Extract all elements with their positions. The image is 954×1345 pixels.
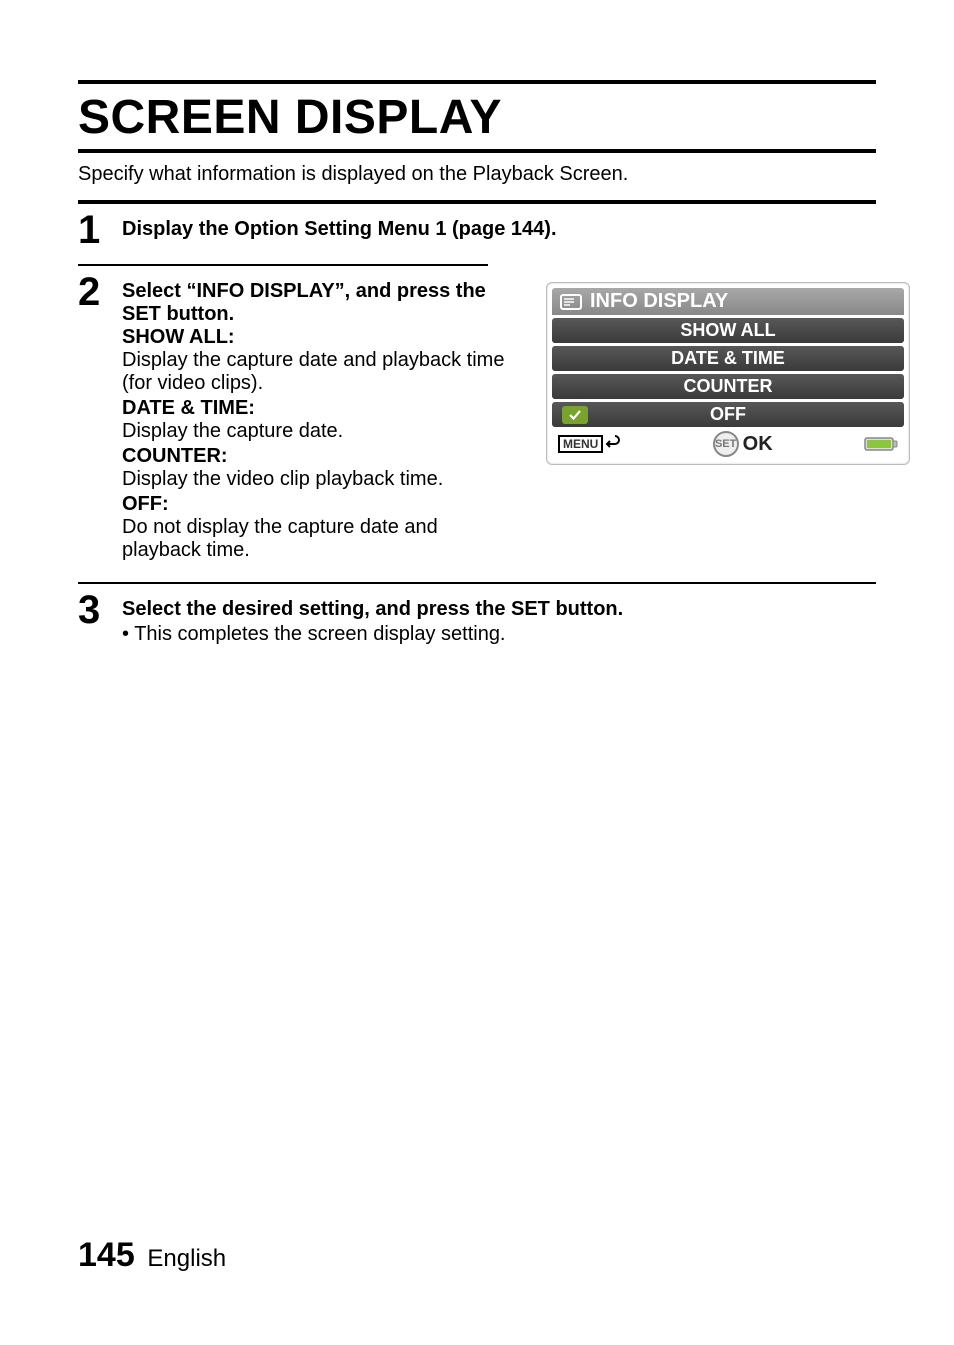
step-3-lead: Select the desired setting, and press th… (122, 598, 876, 621)
step-1-text: Display the Option Setting Menu 1 (page … (122, 218, 557, 240)
step-2-lead: Select “INFO DISPLAY”, and press the SET… (122, 280, 522, 326)
divider (78, 200, 876, 204)
def-desc-off: Do not display the capture date and play… (122, 516, 522, 562)
menu-item-label: OFF (710, 404, 746, 424)
step-body: Select the desired setting, and press th… (122, 590, 876, 646)
menu-item-label: DATE & TIME (671, 348, 785, 368)
return-arrow-icon (603, 435, 621, 453)
step-2-right: INFO DISPLAY SHOW ALL DATE & TIME COUNTE… (546, 280, 910, 564)
camera-screen-title: INFO DISPLAY (590, 290, 728, 313)
set-ok-badge[interactable]: SET OK (713, 431, 773, 457)
step-number: 1 (78, 210, 122, 250)
page-number: 145 (78, 1236, 135, 1274)
divider (78, 582, 876, 584)
intro-text: Specify what information is displayed on… (78, 163, 876, 186)
set-icon: SET (713, 431, 739, 457)
menu-item-label: COUNTER (684, 376, 773, 396)
step-body: Display the Option Setting Menu 1 (page … (122, 210, 876, 250)
def-desc-date-time: Display the capture date. (122, 420, 522, 443)
def-label-off: OFF: (122, 493, 522, 516)
def-label-date-time: DATE & TIME: (122, 397, 522, 420)
step-2-left: Select “INFO DISPLAY”, and press the SET… (122, 280, 522, 564)
camera-screen-header: INFO DISPLAY (552, 288, 904, 315)
menu-item-counter[interactable]: COUNTER (552, 374, 904, 399)
menu-item-label: SHOW ALL (680, 320, 775, 340)
def-label-show-all: SHOW ALL: (122, 326, 522, 349)
page-language: English (147, 1245, 226, 1272)
def-desc-counter: Display the video clip playback time. (122, 468, 522, 491)
menu-label: MENU (558, 435, 603, 453)
def-label-counter: COUNTER: (122, 445, 522, 468)
menu-back-badge[interactable]: MENU (558, 435, 621, 453)
page-title: SCREEN DISPLAY (78, 90, 876, 145)
divider (78, 80, 876, 84)
battery-icon (864, 435, 898, 453)
camera-screen-footer: MENU SET OK (552, 427, 904, 459)
manual-page: SCREEN DISPLAY Specify what information … (0, 0, 954, 1345)
divider-short (78, 264, 488, 266)
menu-item-date-time[interactable]: DATE & TIME (552, 346, 904, 371)
step-3: 3 Select the desired setting, and press … (78, 590, 876, 646)
menu-item-off[interactable]: OFF (552, 402, 904, 427)
step-1: 1 Display the Option Setting Menu 1 (pag… (78, 210, 876, 250)
step-3-bullet: This completes the screen display settin… (122, 623, 876, 646)
step-number: 3 (78, 590, 122, 646)
step-number: 2 (78, 272, 122, 564)
menu-item-show-all[interactable]: SHOW ALL (552, 318, 904, 343)
check-icon (562, 406, 588, 424)
page-footer: 145 English (78, 1236, 226, 1275)
step-body: Select “INFO DISPLAY”, and press the SET… (122, 272, 910, 564)
divider (78, 149, 876, 153)
camera-screen: INFO DISPLAY SHOW ALL DATE & TIME COUNTE… (546, 282, 910, 465)
def-desc-show-all: Display the capture date and playback ti… (122, 349, 522, 395)
ok-label: OK (743, 433, 773, 456)
info-display-icon (560, 294, 582, 310)
step-2: 2 Select “INFO DISPLAY”, and press the S… (78, 272, 876, 564)
